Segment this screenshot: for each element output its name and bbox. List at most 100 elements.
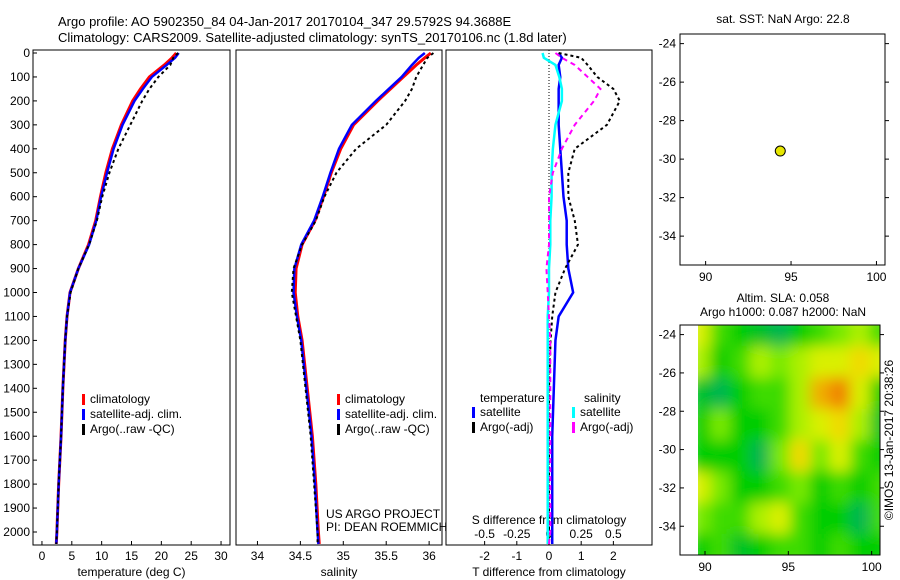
heatmap-cell (790, 533, 811, 555)
heatmap-cell (810, 408, 831, 441)
x-axis-label: temperature (deg C) (77, 565, 185, 579)
y-tick-label: 1500 (3, 405, 30, 419)
heatmap-cell (710, 502, 731, 535)
series-Argo-raw-QC- (55, 52, 179, 545)
x-tick-label: -1 (511, 549, 522, 563)
heatmap-cell (770, 346, 791, 379)
heatmap-cell (710, 377, 731, 410)
heatmap-cell (710, 440, 731, 473)
heatmap-cell (710, 408, 731, 441)
heatmap-cell (710, 533, 731, 555)
heatmap-cell (870, 533, 880, 555)
y-tick-label: 700 (10, 214, 30, 228)
x-tick-label: 25 (185, 549, 199, 563)
heatmap-cell (790, 471, 811, 504)
heatmap-cell (850, 471, 871, 504)
series-S-Argo-adj- (545, 52, 602, 545)
heatmap-cell (710, 325, 731, 348)
heatmap-cell (698, 325, 711, 348)
y-tick-label: 200 (10, 94, 30, 108)
series-satellite-adj-clim- (55, 52, 180, 545)
x-axis-label: salinity (321, 565, 358, 579)
heatmap-cell (750, 440, 771, 473)
legend-label: Argo(-adj) (580, 420, 633, 434)
panel-location-map (679, 33, 886, 266)
x-tick-label: 100 (866, 270, 886, 284)
heatmap-cell (870, 346, 880, 379)
heatmap-cell (710, 346, 731, 379)
x-tick-label: 10 (95, 549, 109, 563)
heatmap-cell (830, 440, 851, 473)
x-tick-label: 0 (39, 549, 46, 563)
x-tick-label: 36 (422, 549, 436, 563)
x2-axis-label: S difference from climatology (472, 513, 627, 527)
x-tick-label: 100 (862, 560, 882, 574)
heatmap-cell (810, 346, 831, 379)
heatmap-cell (790, 325, 811, 348)
heatmap-cell (790, 377, 811, 410)
y-tick-label: 1300 (3, 357, 30, 371)
heatmap-cell (730, 440, 751, 473)
heatmap-cell (830, 471, 851, 504)
heatmap-cell (870, 377, 880, 410)
credit-pi: PI: DEAN ROEMMICH (326, 520, 447, 534)
legend-title-temperature: temperature (480, 391, 545, 405)
heatmap-cell (770, 408, 791, 441)
legend-label: satellite (480, 405, 521, 419)
series-climatology (54, 52, 178, 545)
y-tick-label: -34 (659, 229, 677, 243)
series-S-satellite (541, 52, 564, 544)
heatmap-cell (698, 533, 711, 555)
heatmap-cell (850, 325, 871, 348)
y-tick-label: 1800 (3, 477, 30, 491)
heatmap-cell (750, 471, 771, 504)
series-Argo-raw-QC- (290, 52, 435, 544)
heatmap-cell (770, 440, 791, 473)
y-tick-label: -24 (659, 328, 677, 342)
legend-swatch-clim (82, 394, 85, 405)
panel-salinity (235, 49, 443, 546)
series-climatology (293, 51, 432, 545)
heatmap-cell (750, 502, 771, 535)
heatmap-cell (790, 408, 811, 441)
x-tick-label: 35 (337, 549, 351, 563)
x-tick-label: 90 (698, 560, 712, 574)
y-tick-label: 0 (23, 46, 30, 60)
x-tick-label: 30 (214, 549, 228, 563)
heatmap-cell (850, 440, 871, 473)
heatmap-cell (830, 325, 851, 348)
legend-swatch-argo (337, 424, 340, 435)
y-tick-label: -32 (659, 191, 677, 205)
heatmap-cell (770, 533, 791, 555)
x-tick-label: 35.5 (375, 549, 399, 563)
heatmap-cell (870, 502, 880, 535)
heatmap-cell (830, 533, 851, 555)
y-tick-label: -30 (659, 152, 677, 166)
y-tick-label: 1600 (3, 429, 30, 443)
y-tick-label: -28 (659, 114, 677, 128)
heatmap-cell (790, 440, 811, 473)
legend-swatch-argo (82, 424, 85, 435)
heatmap-cell (870, 325, 880, 348)
y-tick-label: -32 (659, 481, 677, 495)
heatmap-cell (850, 533, 871, 555)
heatmap-cell (730, 408, 751, 441)
y-tick-label: -26 (659, 75, 677, 89)
y-tick-label: 500 (10, 166, 30, 180)
imos-stamp: ©IMOS 13-Jan-2017 20:38:26 (882, 360, 896, 521)
legend-swatch-sat (82, 409, 85, 420)
legend-label: Argo(-adj) (480, 420, 533, 434)
legend-swatch-argo (472, 422, 475, 433)
heatmap-cell (698, 502, 711, 535)
heatmap-cell (698, 471, 711, 504)
heatmap-cell (850, 408, 871, 441)
y-tick-label: 1200 (3, 333, 30, 347)
heatmap-cell (750, 325, 771, 348)
heatmap-cell (750, 533, 771, 555)
argo-location-marker (774, 145, 786, 157)
heatmap-cell (810, 377, 831, 410)
y-tick-label: -26 (659, 366, 677, 380)
heatmap-cell (830, 346, 851, 379)
heatmap-cell (830, 408, 851, 441)
